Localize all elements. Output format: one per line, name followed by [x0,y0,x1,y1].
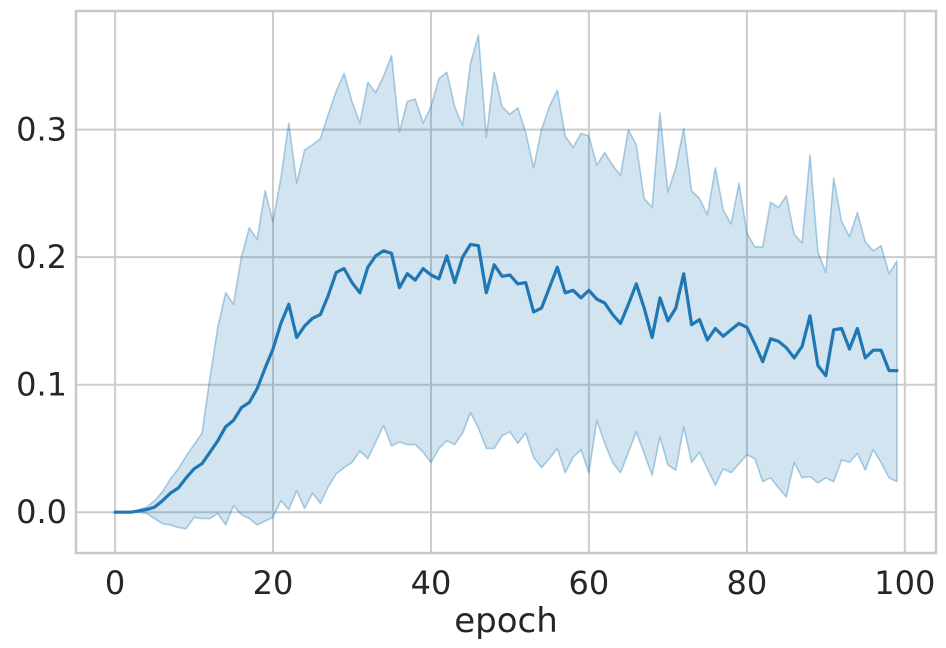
y-tick-label: 0.3 [16,111,67,149]
confidence-band-layer [114,34,898,530]
gridlines [76,11,936,553]
mean-line-layer [113,242,899,514]
x-axis-label: epoch [454,601,558,641]
y-tick-label: 0.1 [16,366,67,404]
y-tick-labels: 0.0 0.1 0.2 0.3 [16,111,67,532]
plot-border [74,9,938,555]
y-tick-label: 0.2 [16,238,67,276]
mean-line [113,242,899,514]
confidence-band [114,34,898,530]
x-tick-label: 20 [253,564,294,602]
x-tick-label: 80 [727,564,768,602]
x-tick-label: 40 [411,564,452,602]
x-tick-label: 60 [569,564,610,602]
x-tick-label: 0 [105,564,125,602]
y-tick-label: 0.0 [16,493,67,531]
x-tick-label: 100 [874,564,935,602]
x-tick-labels: 0 20 40 60 80 100 [105,564,935,602]
